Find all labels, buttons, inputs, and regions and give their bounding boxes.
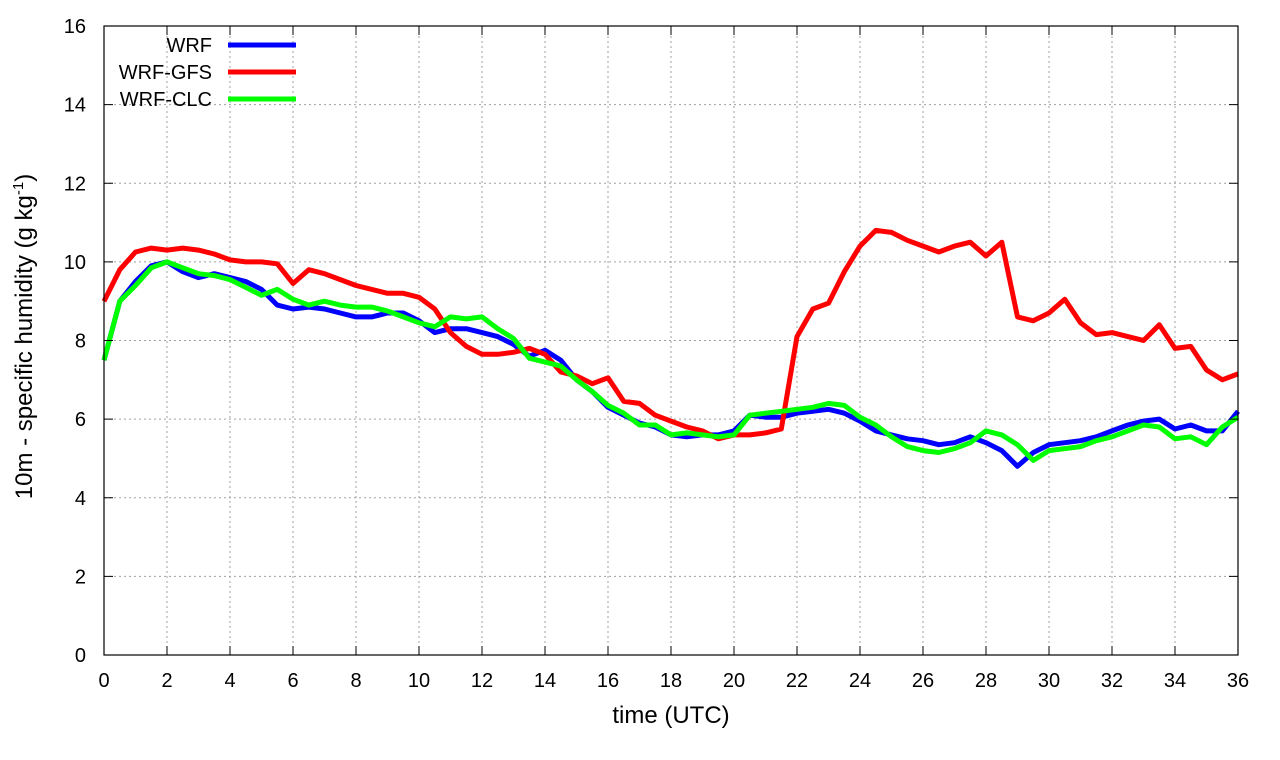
legend-label-wrf-gfs: WRF-GFS: [119, 62, 212, 84]
y-tick-label: 6: [75, 409, 86, 431]
x-tick-label: 14: [534, 670, 556, 692]
x-tick-label: 24: [849, 670, 871, 692]
x-tick-label: 32: [1101, 670, 1123, 692]
series-layer: [101, 227, 1240, 469]
x-tick-label: 6: [287, 670, 298, 692]
y-tick-label: 8: [75, 331, 86, 353]
axis-ticks: [103, 25, 1239, 656]
x-tick-labels: 0 2 4 6 8 10 12 14 16 18 20 22 24 26 28 30 32 34 36: [98, 670, 1249, 692]
y-tick-label: 2: [75, 566, 86, 588]
x-tick-label: 4: [224, 670, 235, 692]
x-tick-label: 2: [161, 670, 172, 692]
y-tick-label: 4: [75, 488, 86, 510]
x-tick-label: 20: [723, 670, 745, 692]
y-tick-labels: 0 2 4 6 8 10 12 14 16: [64, 16, 86, 667]
x-tick-label: 12: [471, 670, 493, 692]
y-axis-label-main: 10m - specific humidity (g kg: [11, 195, 38, 499]
legend: WRF WRF-GFS WRF-CLC: [119, 35, 296, 111]
x-tick-label: 36: [1227, 670, 1249, 692]
series-line-wrf-gfs: [101, 227, 1239, 442]
x-tick-label: 18: [660, 670, 682, 692]
x-tick-label: 26: [912, 670, 934, 692]
legend-label-wrf: WRF: [166, 35, 212, 57]
y-axis-label-superscript: -1: [10, 182, 27, 195]
x-tick-label: 22: [786, 670, 808, 692]
x-tick-label: 10: [408, 670, 430, 692]
y-axis-label: 10m - specific humidity (g kg-1): [10, 174, 38, 499]
series-line-wrf-clc: [101, 259, 1240, 463]
y-tick-label: 14: [64, 95, 86, 117]
y-tick-label: 10: [64, 252, 86, 274]
legend-label-wrf-clc: WRF-CLC: [120, 89, 212, 111]
y-tick-label: 16: [64, 16, 86, 38]
y-tick-label: 12: [64, 173, 86, 195]
x-tick-label: 16: [597, 670, 619, 692]
x-tick-label: 8: [350, 670, 361, 692]
grid: [104, 26, 1238, 655]
x-tick-label: 30: [1038, 670, 1060, 692]
y-tick-label: 0: [75, 645, 86, 667]
x-tick-label: 34: [1164, 670, 1186, 692]
y-axis-label-end: ): [11, 174, 38, 182]
x-tick-label: 28: [975, 670, 997, 692]
x-axis-label: time (UTC): [612, 702, 729, 729]
x-tick-label: 0: [98, 670, 109, 692]
